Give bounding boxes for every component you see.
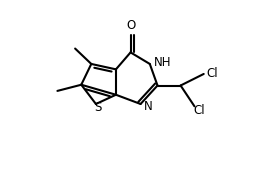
Text: O: O — [126, 19, 135, 32]
Text: S: S — [95, 101, 102, 114]
Text: Cl: Cl — [193, 104, 205, 117]
Text: N: N — [144, 100, 152, 113]
Text: Cl: Cl — [207, 67, 218, 80]
Text: NH: NH — [154, 56, 171, 69]
